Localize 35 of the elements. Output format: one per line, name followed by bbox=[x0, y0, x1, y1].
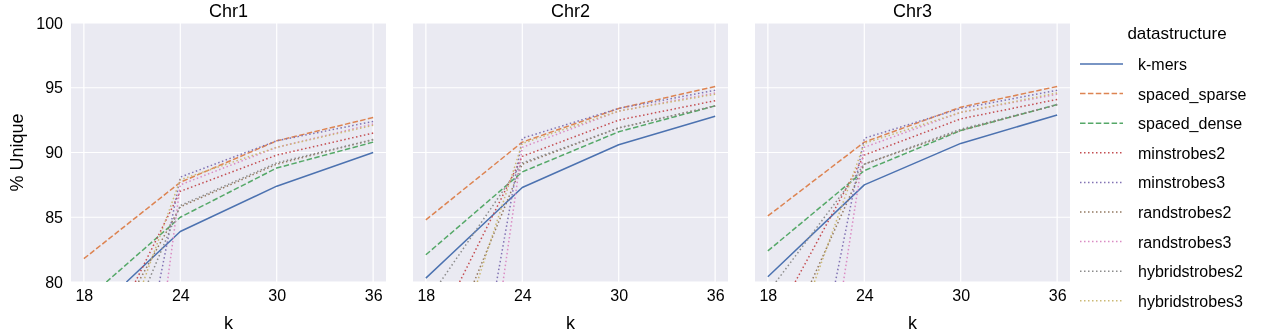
x-tick-label: 36 bbox=[706, 287, 725, 305]
y-tick-label: 85 bbox=[45, 208, 64, 226]
y-tick-label: 100 bbox=[36, 14, 64, 32]
x-tick-label: 24 bbox=[513, 287, 532, 305]
x-tick-label: 30 bbox=[610, 287, 629, 305]
legend-title: datastructure bbox=[1127, 24, 1227, 43]
line-series bbox=[83, 116, 374, 260]
y-tick-label: 95 bbox=[45, 79, 64, 97]
y-tick-label: 90 bbox=[45, 144, 64, 162]
x-axis-title: k bbox=[224, 313, 234, 332]
legend-label: k-mers bbox=[1138, 56, 1187, 73]
y-tick-label: 80 bbox=[45, 273, 64, 291]
chart-title: Chr3 bbox=[892, 1, 933, 21]
legend-label: spaced_dense bbox=[1138, 115, 1243, 134]
x-tick-label: 24 bbox=[855, 287, 874, 305]
x-tick-label: 18 bbox=[759, 287, 778, 305]
x-tick-label: 30 bbox=[952, 287, 971, 305]
x-axis-title: k bbox=[566, 313, 576, 332]
chart-title: Chr1 bbox=[208, 1, 249, 21]
x-tick-label: 18 bbox=[417, 287, 436, 305]
legend-label: hybridstrobes2 bbox=[1138, 263, 1244, 281]
x-tick-label: 24 bbox=[171, 287, 190, 305]
legend-label: minstrobes2 bbox=[1138, 144, 1226, 162]
chart-title: Chr2 bbox=[550, 1, 591, 21]
legend-label: minstrobes3 bbox=[1138, 174, 1226, 192]
y-axis-title: % Unique bbox=[7, 113, 27, 192]
legend-label: spaced_sparse bbox=[1138, 85, 1247, 104]
legend-label: hybridstrobes3 bbox=[1138, 292, 1244, 310]
x-axis-title: k bbox=[908, 313, 918, 332]
x-tick-label: 18 bbox=[75, 287, 94, 305]
x-tick-label: 36 bbox=[1048, 287, 1067, 305]
legend-label: randstrobes3 bbox=[1138, 233, 1232, 251]
legend-label: randstrobes2 bbox=[1138, 204, 1232, 221]
x-tick-label: 30 bbox=[268, 287, 287, 305]
x-tick-label: 36 bbox=[364, 287, 383, 305]
